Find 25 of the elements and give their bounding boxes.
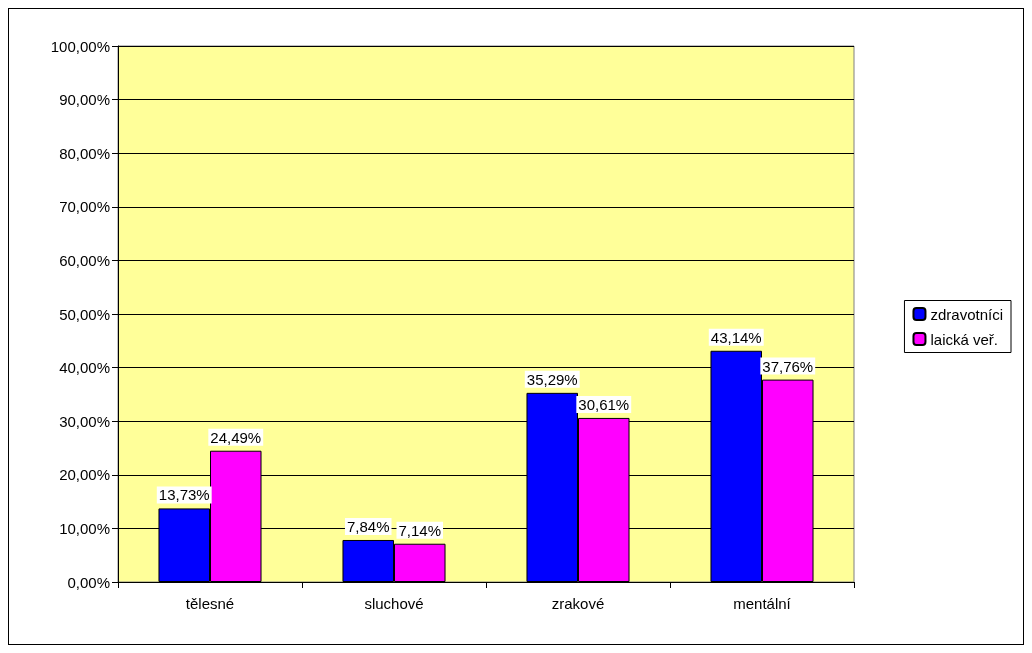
y-tick-label: 50,00% bbox=[59, 305, 110, 323]
y-tick-label: 20,00% bbox=[59, 466, 110, 484]
y-tick-label: 90,00% bbox=[59, 91, 110, 109]
x-tick-label: mentální bbox=[733, 595, 792, 612]
x-tick-label: sluchové bbox=[364, 595, 424, 612]
x-tick-label: tělesné bbox=[185, 595, 235, 612]
legend-label: laická veř. bbox=[930, 330, 998, 348]
y-tick-label: 10,00% bbox=[59, 519, 110, 537]
data-label: 13,73% bbox=[158, 486, 210, 504]
y-tick-label: 30,00% bbox=[59, 412, 110, 430]
y-tick-label: 70,00% bbox=[59, 198, 110, 216]
data-label: 37,76% bbox=[762, 357, 814, 375]
legend-label: zdravotníci bbox=[930, 305, 1004, 323]
y-tick-label: 100,00% bbox=[50, 37, 110, 55]
data-label: 7,84% bbox=[346, 517, 390, 535]
data-label: 7,14% bbox=[398, 521, 442, 539]
data-label: 43,14% bbox=[710, 328, 762, 346]
y-tick-label: 80,00% bbox=[59, 144, 110, 162]
y-tick-label: 40,00% bbox=[59, 359, 110, 377]
data-label: 24,49% bbox=[210, 428, 262, 446]
y-tick-label: 60,00% bbox=[59, 251, 110, 269]
data-label: 35,29% bbox=[526, 370, 578, 388]
x-tick-label: zrakové bbox=[551, 595, 605, 612]
data-label: 30,61% bbox=[578, 395, 630, 413]
y-tick-label: 0,00% bbox=[67, 573, 110, 591]
